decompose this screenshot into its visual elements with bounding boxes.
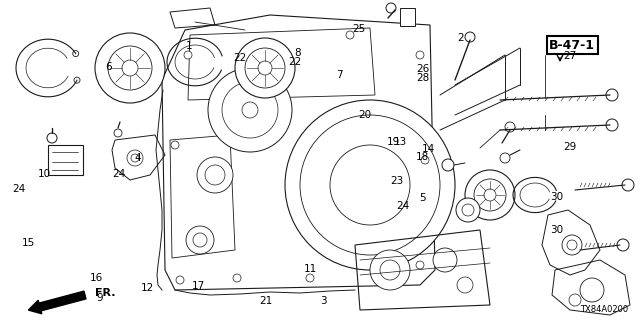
Circle shape [208,68,292,152]
Text: 13: 13 [394,137,406,148]
Circle shape [74,77,80,83]
Text: 17: 17 [192,281,205,292]
Text: 10: 10 [38,169,51,180]
Text: 9: 9 [96,292,102,303]
Text: TX84A0200: TX84A0200 [580,305,628,314]
Text: 7: 7 [336,70,342,80]
Circle shape [474,179,506,211]
Text: 19: 19 [387,137,400,148]
Circle shape [184,51,192,59]
Circle shape [122,60,138,76]
Text: 21: 21 [259,296,272,306]
Text: 25: 25 [352,24,365,34]
Circle shape [380,260,400,280]
Bar [48,145,83,175]
Circle shape [205,165,225,185]
Text: 24: 24 [13,184,26,194]
Circle shape [285,100,455,270]
Circle shape [433,248,457,272]
Text: 22: 22 [288,57,301,68]
Circle shape [245,48,285,88]
Circle shape [300,115,440,255]
Circle shape [73,51,79,57]
Text: 30: 30 [550,225,563,236]
Circle shape [131,154,139,162]
Circle shape [622,179,634,191]
Text: 30: 30 [550,192,563,202]
Text: 24: 24 [397,201,410,212]
Circle shape [386,3,396,13]
Circle shape [500,153,510,163]
Text: 28: 28 [416,73,429,84]
Text: 1: 1 [186,41,192,52]
Circle shape [442,159,454,171]
Text: 14: 14 [422,144,435,154]
Text: 3: 3 [320,296,326,306]
Circle shape [330,145,410,225]
Circle shape [193,233,207,247]
Circle shape [457,277,473,293]
Circle shape [416,261,424,269]
Circle shape [617,239,629,251]
Circle shape [47,133,57,143]
Text: 27: 27 [563,51,576,61]
Circle shape [462,204,474,216]
Text: 11: 11 [304,264,317,274]
Circle shape [222,82,278,138]
Text: 16: 16 [90,273,102,284]
Circle shape [416,51,424,59]
Text: 29: 29 [563,142,576,152]
Circle shape [606,89,618,101]
Text: FR.: FR. [95,288,115,298]
Circle shape [171,141,179,149]
Circle shape [108,46,152,90]
Circle shape [465,32,475,42]
Circle shape [176,276,184,284]
Circle shape [484,189,496,201]
Circle shape [114,129,122,137]
Text: 8: 8 [294,48,301,58]
Circle shape [606,119,618,131]
Circle shape [197,157,233,193]
Circle shape [258,61,272,75]
Circle shape [567,240,577,250]
Text: 18: 18 [416,152,429,162]
Circle shape [127,150,143,166]
FancyArrow shape [28,291,86,314]
Circle shape [370,250,410,290]
Text: 20: 20 [358,110,371,120]
Circle shape [456,198,480,222]
Circle shape [235,38,295,98]
Text: 2: 2 [458,33,464,44]
Text: 4: 4 [134,153,141,164]
Circle shape [465,170,515,220]
Circle shape [186,226,214,254]
Text: 12: 12 [141,283,154,293]
Circle shape [505,122,515,132]
Text: 6: 6 [106,62,112,72]
Bar [400,8,415,26]
Text: 5: 5 [419,193,426,204]
Circle shape [569,294,581,306]
Circle shape [580,278,604,302]
Text: 23: 23 [390,176,403,186]
Circle shape [421,156,429,164]
Circle shape [306,274,314,282]
Circle shape [562,235,582,255]
Text: 24: 24 [112,169,125,180]
Text: 26: 26 [416,64,429,74]
Text: B-47-1: B-47-1 [549,38,595,52]
Circle shape [242,102,258,118]
Circle shape [233,274,241,282]
Circle shape [95,33,165,103]
Text: 15: 15 [22,238,35,248]
Circle shape [346,31,354,39]
Text: 22: 22 [234,52,246,63]
